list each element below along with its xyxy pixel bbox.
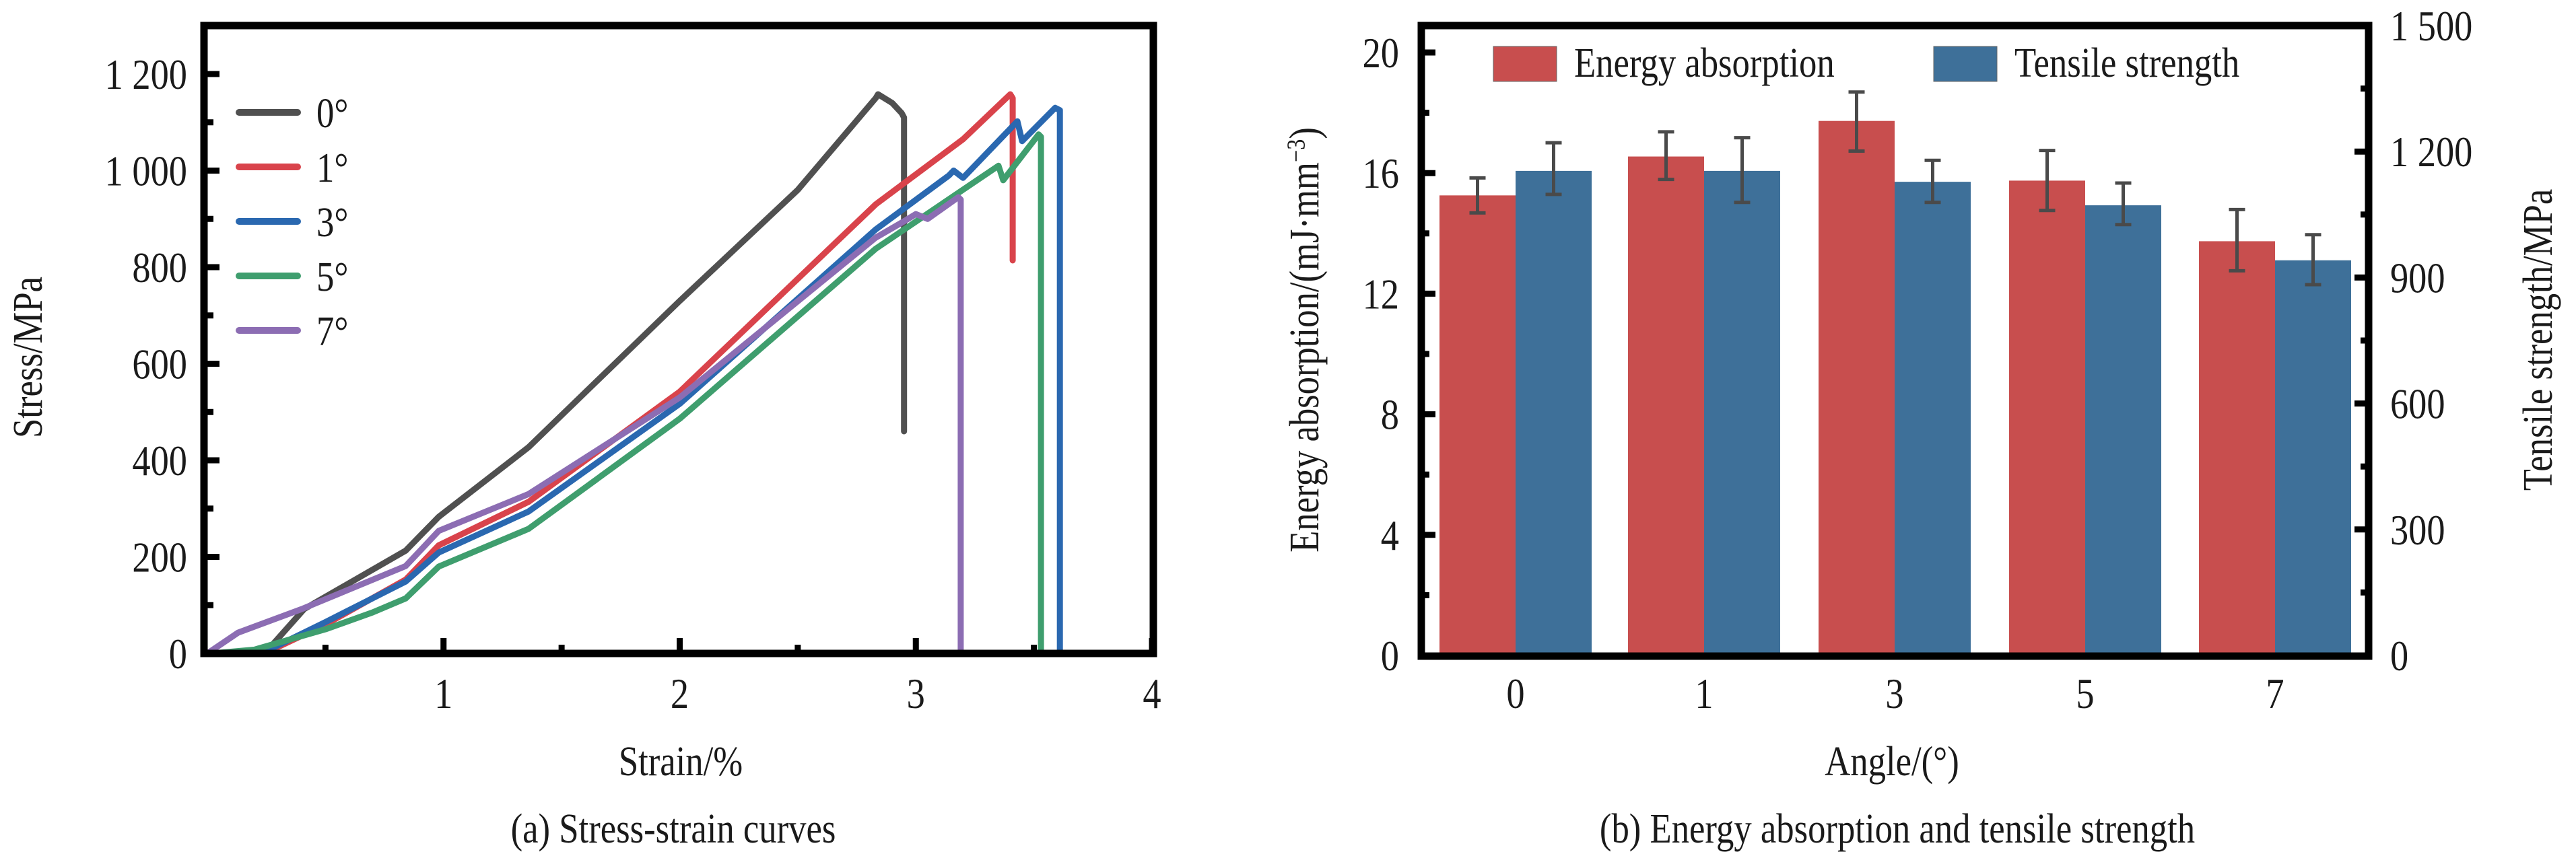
y2-tick-label: 300 (2390, 506, 2445, 554)
y-tick-label: 800 (132, 244, 187, 291)
energy-tensile-chart: 0 4 8 12 16 20 0 300 600 900 1 200 1 500 0 1 3 5 7 Energ… (1282, 2, 2561, 852)
legend-label: 7° (316, 309, 348, 355)
energy-bar-0 (1439, 195, 1516, 655)
error-bar (1545, 141, 1562, 197)
y-axis-title-sup: −3 (1282, 139, 1310, 162)
caption-a: (a) Stress-strain curves (511, 806, 836, 852)
y-axis-title-close: ) (1282, 127, 1328, 139)
legend-label: 0° (316, 91, 348, 137)
y-tick-label: 400 (132, 437, 187, 485)
legend-label: Energy absorption (1574, 40, 1835, 86)
tick-labels: 0 4 8 12 16 20 0 300 600 900 1 200 1 500 0 1 3 5 7 (1363, 2, 2473, 717)
energy-bar-3 (1819, 120, 1895, 656)
error-bar (2305, 233, 2321, 287)
x-tick-label: 5 (2076, 670, 2094, 717)
x-tick-label: 3 (907, 670, 925, 717)
error-bar (1924, 158, 1941, 205)
legend-swatch (1933, 46, 1998, 82)
curve-7deg (204, 194, 964, 657)
curve-3deg (209, 104, 1063, 657)
tensile-bar-5 (2085, 205, 2161, 655)
y-tick-label: 600 (132, 340, 187, 388)
caption-b: (b) Energy absorption and tensile streng… (1600, 806, 2195, 852)
curve-0deg (209, 91, 908, 657)
bars-layer (1439, 120, 2351, 656)
x-tick-label: 1 (434, 670, 452, 717)
x-tick-label: 2 (671, 670, 689, 717)
tensile-bar-3 (1895, 182, 1971, 655)
x-tick-label: 1 (1695, 670, 1713, 717)
legend-item: Energy absorption (1493, 40, 1835, 86)
error-bar (1469, 176, 1486, 215)
legend-label: 5° (316, 254, 348, 300)
legend-item: 7° (236, 309, 348, 355)
tick-labels: 0 200 400 600 800 1 000 1 200 1 2 3 4 (105, 50, 1161, 717)
legend: 0° 1° 3° 5° 7° (236, 91, 348, 355)
y2-tick-label: 600 (2390, 380, 2445, 427)
tensile-bar-1 (1704, 170, 1780, 656)
legend-label: 3° (316, 200, 348, 246)
legend-item: 5° (236, 254, 348, 300)
x-tick-label: 7 (2266, 670, 2284, 717)
tensile-bar-7 (2275, 260, 2351, 655)
y-tick-label: 20 (1363, 29, 1399, 77)
legend-swatch (1493, 46, 1557, 82)
y-axis-title: Energy absorption/(mJ·mm−3) (1282, 127, 1328, 552)
y-tick-label: 12 (1363, 270, 1399, 318)
energy-bar-1 (1628, 156, 1704, 655)
y2-tick-label: 1 500 (2390, 2, 2472, 50)
y-tick-label: 1 000 (105, 147, 187, 194)
axis-ticks (204, 71, 1155, 657)
stress-strain-chart: 0 200 400 600 800 1 000 1 200 1 2 3 4 0° 1° 3° 5° 7° S… (5, 22, 1161, 852)
y2-tick-label: 900 (2390, 254, 2445, 301)
error-bars-layer (1469, 90, 2321, 287)
energy-bar-5 (2009, 180, 2085, 655)
legend-item: Tensile strength (1933, 40, 2239, 86)
legend: Energy absorption Tensile strength (1493, 40, 2239, 86)
error-bar (1734, 136, 1751, 205)
curve-5deg (209, 131, 1044, 657)
legend-item: 3° (236, 200, 348, 246)
x-axis-title: Angle/(°) (1825, 739, 1959, 785)
x-axis-title: Strain/% (619, 739, 743, 785)
y2-axis-title: Tensile strength/MPa (2515, 189, 2561, 491)
y-axis-title: Stress/MPa (5, 277, 51, 438)
y-tick-label: 16 (1363, 149, 1399, 197)
y-tick-label: 8 (1381, 390, 1399, 438)
legend-label: Tensile strength (2014, 40, 2239, 86)
energy-bar-7 (2199, 241, 2275, 655)
y-axis-title-main: Energy absorption/(mJ·mm (1282, 162, 1328, 552)
x-tick-label: 0 (1506, 670, 1524, 717)
x-tick-label: 3 (1885, 670, 1903, 717)
error-bar (2039, 149, 2056, 213)
y-tick-label: 1 200 (105, 50, 187, 98)
y-tick-label: 4 (1381, 511, 1399, 559)
curves-layer (204, 91, 1063, 657)
legend-item: 0° (236, 91, 348, 137)
y2-tick-label: 0 (2390, 632, 2408, 680)
y-tick-label: 200 (132, 533, 187, 581)
error-bar (1848, 90, 1865, 153)
error-bar (2229, 207, 2245, 273)
legend-item: 1° (236, 145, 348, 191)
tensile-bar-0 (1516, 170, 1592, 656)
y2-tick-label: 1 200 (2390, 128, 2472, 176)
y-tick-label: 0 (169, 630, 187, 678)
axis-ticks (1421, 49, 2369, 659)
error-bar (1658, 130, 1674, 182)
error-bar (2115, 181, 2132, 227)
legend-label: 1° (316, 145, 348, 191)
y-tick-label: 0 (1381, 632, 1399, 680)
x-tick-label: 4 (1143, 670, 1161, 717)
